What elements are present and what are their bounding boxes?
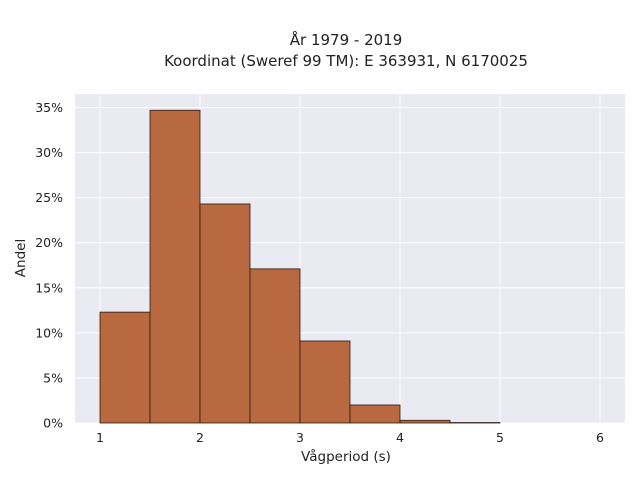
bars	[99, 109, 501, 424]
bar-3	[249, 268, 301, 424]
x-tick-label-0: 1	[96, 430, 104, 445]
y-axis-label: Andel	[13, 239, 29, 277]
bar-4	[299, 340, 351, 424]
x-tick-label-4: 5	[496, 430, 504, 445]
x-tick-labels: 1 2 3 4 5 6	[96, 430, 604, 445]
bar-5	[349, 404, 401, 424]
x-tick-label-2: 3	[296, 430, 304, 445]
chart-title-line-1: År 1979 - 2019	[290, 30, 403, 49]
y-tick-label-1: 5%	[43, 370, 63, 385]
chart-title-line-2: Koordinat (Sweref 99 TM): E 363931, N 61…	[164, 52, 528, 70]
bar-2	[199, 203, 251, 424]
x-axis-label: Vågperiod (s)	[301, 448, 391, 465]
y-tick-label-3: 15%	[35, 280, 63, 295]
y-tick-label-7: 35%	[35, 100, 63, 115]
y-tick-label-2: 10%	[35, 325, 63, 340]
bar-6	[399, 419, 451, 424]
y-tick-label-0: 0%	[43, 416, 63, 431]
x-tick-label-1: 2	[196, 430, 204, 445]
y-tick-label-4: 20%	[35, 235, 63, 250]
x-tick-label-3: 4	[396, 430, 404, 445]
y-tick-label-6: 30%	[35, 145, 63, 160]
bar-1	[149, 109, 201, 424]
y-tick-labels: 0% 5% 10% 15% 20% 25% 30% 35%	[35, 100, 63, 430]
x-tick-label-5: 6	[596, 430, 604, 445]
y-tick-label-5: 25%	[35, 190, 63, 205]
bar-0	[99, 311, 151, 424]
